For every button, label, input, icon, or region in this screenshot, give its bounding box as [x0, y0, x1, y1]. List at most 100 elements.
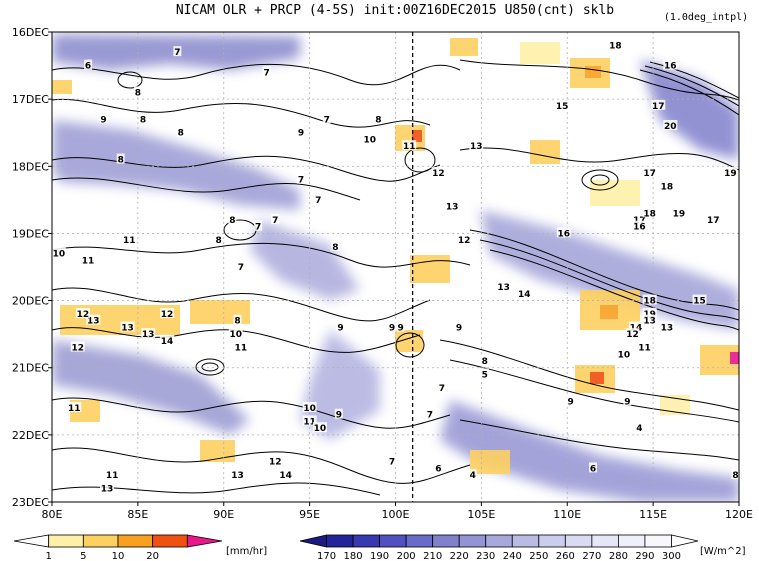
precip-colorbar: 1 5 10 20	[13, 534, 223, 561]
contour-label: 13	[470, 142, 483, 152]
y-tick-label: 21DEC	[12, 362, 49, 375]
contour-label: 9	[568, 397, 574, 407]
contour-label: 4	[636, 424, 642, 434]
contour-label-bg	[455, 321, 464, 332]
olr-colorbar-cell	[618, 534, 646, 548]
contour-label: 18	[661, 182, 674, 192]
contour-label: 7	[298, 176, 304, 186]
x-tick-label: 90E	[213, 508, 234, 521]
contour-label: 16	[664, 62, 677, 72]
y-tick-label: 20DEC	[12, 295, 49, 308]
contour-label: 11	[82, 256, 95, 266]
contour-label-bg	[230, 469, 245, 480]
contour-label-bg	[623, 395, 632, 406]
contour-label-bg	[214, 234, 223, 245]
olr-colorbar: 170 180 190 200 210 220 230 240 250 260 270 280 290 3…	[299, 534, 699, 561]
contour-label-bg	[362, 133, 377, 144]
contour-label-bg	[336, 321, 345, 332]
contour-label-bg	[434, 462, 443, 473]
contour-label: 8	[332, 243, 338, 253]
olr-colorbar-cell	[326, 534, 354, 548]
contour-label-bg	[81, 254, 96, 265]
contour-label: 9	[100, 115, 106, 125]
contour-label: 17	[652, 102, 665, 112]
contour-label: 7	[238, 263, 244, 273]
contour-label: 13	[446, 203, 459, 213]
olr-band-east-lower	[440, 400, 739, 502]
contour-label-bg	[402, 140, 417, 151]
contour-label: 10	[230, 330, 243, 340]
contour-label-bg	[457, 234, 472, 245]
contour-label-bg	[637, 341, 652, 352]
olr-colorbar-label: 280	[609, 551, 628, 561]
contour-label: 13	[661, 323, 674, 333]
olr-colorbar-label: 230	[476, 551, 495, 561]
x-tick-label: 100E	[382, 508, 410, 521]
olr-colorbar-label: 250	[529, 551, 548, 561]
contour-label-bg	[445, 200, 460, 211]
contour-label-bg	[312, 422, 327, 433]
contour-label: 10	[53, 250, 66, 260]
olr-colorbar-cell	[379, 534, 407, 548]
precip-patch	[450, 38, 478, 56]
contour-label: 8	[375, 115, 381, 125]
contour-label: 9	[456, 323, 462, 333]
contour-label: 12	[269, 458, 282, 468]
contour-label-bg	[608, 39, 623, 50]
contour-label-bg	[425, 408, 434, 419]
contour-label-bg	[625, 328, 640, 339]
olr-colorbar-label: 180	[344, 551, 363, 561]
olr-colorbar-label: 240	[503, 551, 522, 561]
contour-label: 8	[178, 129, 184, 139]
contour-label: 4	[470, 471, 476, 481]
contour-label: 7	[427, 411, 433, 421]
contour-label-bg	[141, 328, 156, 339]
contour-label: 11	[303, 417, 316, 427]
contour-label: 18	[643, 209, 656, 219]
contour-label-bg	[314, 193, 323, 204]
olr-colorbar-label: 200	[397, 551, 416, 561]
olr-band-mid	[250, 220, 360, 300]
contour-loop	[201, 362, 219, 372]
contour-label: 9	[389, 323, 395, 333]
olr-colorbar-label: 300	[662, 551, 681, 561]
contour-label: 8	[234, 317, 240, 327]
contour-label-bg	[233, 341, 248, 352]
contour-label-bg	[517, 287, 532, 298]
contour-label: 11	[403, 142, 416, 152]
contour-label: 10	[314, 424, 327, 434]
precip-colorbar-cell	[117, 534, 154, 548]
x-tick-label: 95E	[299, 508, 320, 521]
precip-colorbar-cell	[48, 534, 84, 548]
contour-label: 18	[609, 41, 622, 51]
contour-label-bg	[556, 227, 571, 238]
olr-colorbar-cell	[432, 534, 460, 548]
contour-label-bg	[86, 314, 101, 325]
olr-band-lower-left	[52, 340, 250, 435]
contour-label: 13	[231, 471, 244, 481]
contour-label-bg	[105, 469, 120, 480]
contour-label: 7	[255, 223, 261, 233]
olr-colorbar-cell	[671, 534, 699, 548]
olr-colorbar-cell	[405, 534, 434, 548]
olr-colorbar-cell	[564, 534, 593, 548]
contour-label: 7	[174, 48, 180, 58]
contour-label: 16	[558, 229, 571, 239]
contour-label-bg	[671, 207, 686, 218]
contour-label-bg	[480, 355, 489, 365]
olr-colorbar-cell	[458, 534, 487, 548]
contour-label-bg	[302, 402, 317, 412]
contour-label-bg	[331, 240, 340, 251]
contour-label-bg	[297, 126, 306, 137]
contour-label-bg	[659, 180, 674, 191]
contour-label-bg	[67, 402, 82, 412]
contour-line	[52, 98, 431, 128]
contour-label: 17	[643, 169, 656, 179]
contour-label-bg	[642, 167, 657, 177]
contour-label-bg	[302, 415, 317, 426]
contour-loop	[395, 332, 425, 358]
y-tick-label: 22DEC	[12, 429, 49, 442]
contour-label: 15	[693, 297, 706, 307]
